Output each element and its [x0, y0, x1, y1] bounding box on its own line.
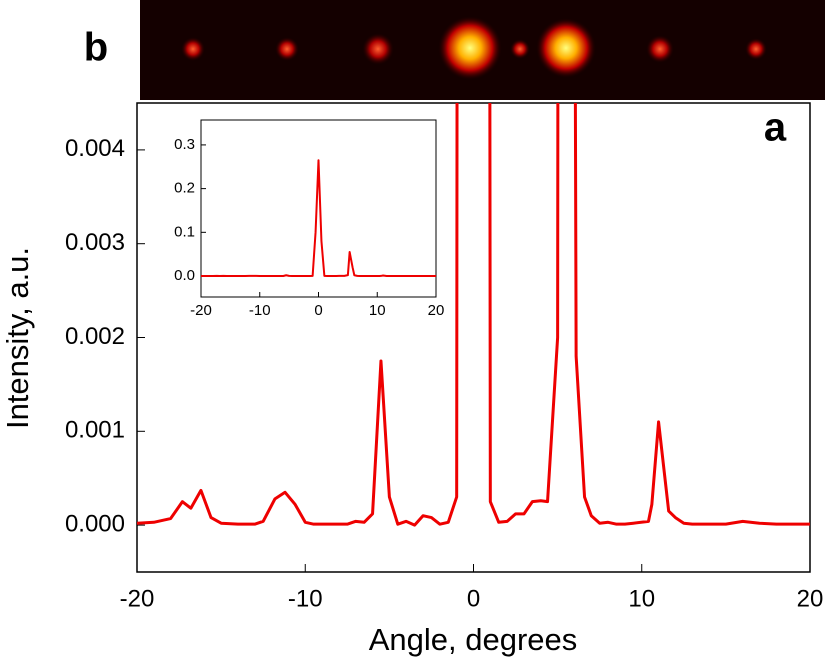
panel-label: b	[84, 26, 108, 70]
y-axis-title: Intensity, a.u.	[0, 247, 35, 429]
y-tick-label: 0.2	[174, 180, 195, 197]
y-tick-label: 0.0	[174, 267, 195, 284]
x-tick-label: -10	[249, 302, 271, 319]
x-tick-label: 20	[797, 585, 824, 612]
diffraction-image	[140, 0, 825, 100]
y-tick-label: 0.004	[65, 135, 125, 162]
x-tick-label: -20	[120, 585, 155, 612]
x-tick-label: 20	[428, 302, 445, 319]
y-tick-label: 0.000	[65, 510, 125, 537]
x-tick-label: 10	[369, 302, 386, 319]
x-tick-label: 10	[628, 585, 655, 612]
data-line	[201, 159, 436, 278]
x-tick-label: -10	[288, 585, 323, 612]
x-tick-label: 0	[314, 302, 322, 319]
panel-label: a	[764, 106, 787, 150]
y-tick-label: 0.001	[65, 417, 125, 444]
y-tick-label: 0.003	[65, 229, 125, 256]
x-tick-label: -20	[190, 302, 212, 319]
x-tick-label: 0	[467, 585, 480, 612]
y-tick-label: 0.1	[174, 223, 195, 240]
y-tick-label: 0.3	[174, 136, 195, 153]
plot-frame	[200, 119, 437, 298]
y-tick-label: 0.002	[65, 323, 125, 350]
data-line	[137, 103, 810, 527]
x-axis-title: Angle, degrees	[369, 622, 578, 657]
